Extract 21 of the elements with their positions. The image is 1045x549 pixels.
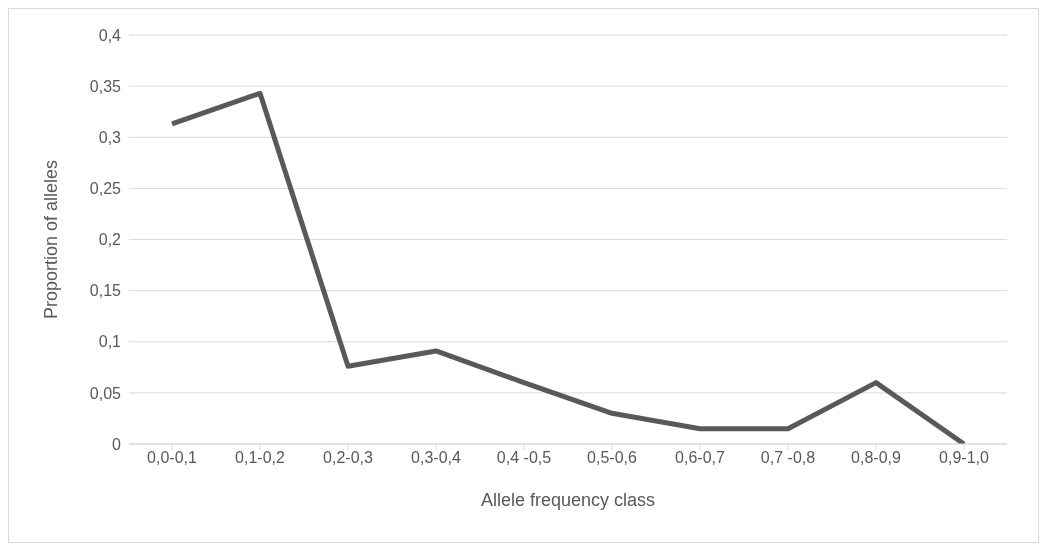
y-axis-title: Proportion of alleles (41, 159, 62, 320)
y-tick-label: 0,2 (98, 231, 122, 249)
y-tick-label: 0,4 (98, 26, 122, 44)
x-tick-label: 0,7 -0,8 (760, 449, 816, 467)
y-tick-label: 0,3 (98, 128, 122, 146)
y-tick-label: 0,05 (89, 384, 122, 402)
x-tick-label: 0,6-0,7 (675, 449, 726, 467)
x-tick-label: 0,1-0,2 (235, 449, 286, 467)
x-tick-label: 0,0-0,1 (147, 449, 198, 467)
y-tick-label: 0,15 (89, 282, 122, 300)
y-tick-label: 0,1 (98, 333, 122, 351)
x-tick-label: 0,8-0,9 (851, 449, 902, 467)
x-tick-label: 0,4 -0,5 (496, 449, 552, 467)
x-tick-label: 0,3-0,4 (411, 449, 462, 467)
y-tick-label: 0,35 (89, 77, 122, 95)
x-tick-label: 0,2-0,3 (323, 449, 374, 467)
x-tick-label: 0,5-0,6 (587, 449, 638, 467)
y-tick-label: 0 (112, 435, 122, 453)
y-tick-label: 0,25 (89, 180, 122, 198)
x-axis-title: Allele frequency class (480, 490, 656, 510)
x-tick-label: 0,9-1,0 (939, 449, 990, 467)
